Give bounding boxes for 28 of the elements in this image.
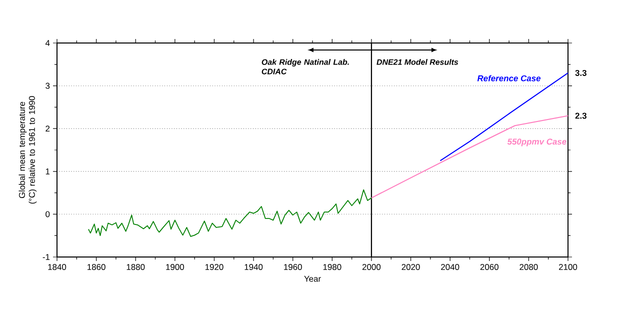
series-label: 550ppmv Case (507, 138, 566, 146)
y-axis-title: Global mean temperature (°C) relative to 1961 to 1990 (18, 96, 37, 204)
data-label: 2.3 (575, 112, 586, 119)
x-tick-label: 1900 (166, 264, 184, 270)
x-axis-title: Year (304, 276, 321, 282)
x-tick-label: 2080 (520, 264, 538, 270)
x-tick-label: 2060 (480, 264, 498, 270)
x-tick-label: 1980 (323, 264, 342, 270)
line-series (440, 72, 569, 162)
y-tick-label: 3 (46, 82, 50, 89)
y-tick-label: 2 (46, 126, 50, 132)
x-tick-label: 1940 (244, 264, 263, 270)
y-tick-label: -1 (42, 254, 50, 260)
x-tick-label: 1960 (284, 264, 302, 270)
x-tick-label: 1880 (126, 264, 145, 270)
data-label: 3.3 (575, 70, 586, 76)
y-tick-label: 4 (45, 40, 50, 46)
x-tick-label: 2100 (559, 264, 578, 270)
x-tick-label: 2020 (402, 264, 420, 270)
series-label: Reference Case (477, 75, 541, 82)
x-tick-label: 1840 (48, 264, 66, 270)
x-tick-label: 2040 (441, 264, 460, 270)
y-tick-label: 0 (46, 211, 50, 218)
x-tick-label: 2000 (362, 264, 381, 270)
y-tick-label: 1 (46, 168, 50, 174)
x-tick-label: 1920 (205, 264, 224, 270)
x-tick-label: 1860 (88, 264, 106, 270)
line-series (88, 189, 372, 237)
